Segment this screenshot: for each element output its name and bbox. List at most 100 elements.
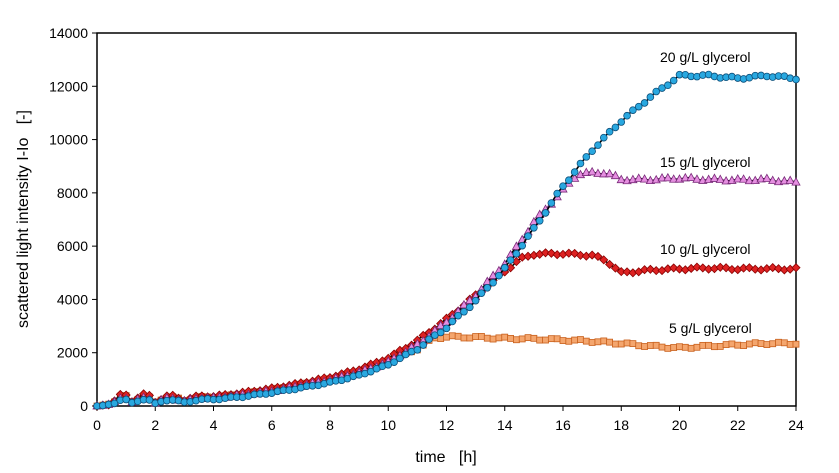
- data-point: [506, 256, 515, 264]
- data-point: [541, 209, 550, 217]
- data-point: [692, 262, 702, 272]
- data-point: [791, 263, 801, 273]
- data-point: [489, 278, 497, 287]
- y-tick-label: 4000: [57, 291, 88, 307]
- data-point: [606, 338, 613, 346]
- data-point: [511, 241, 522, 250]
- data-point: [524, 232, 532, 240]
- series-group: [92, 70, 801, 411]
- data-point: [744, 175, 755, 185]
- data-point: [687, 344, 695, 352]
- data-point: [623, 339, 631, 347]
- x-axis: 0 2 4 6 8 10 12 14 16 18 20 22 24: [93, 406, 804, 433]
- data-point: [530, 223, 538, 232]
- series-label-5: 5 g/L glycerol: [669, 320, 752, 336]
- series-line: [96, 171, 797, 407]
- data-point: [518, 241, 527, 250]
- data-point: [587, 166, 597, 176]
- data-point: [436, 328, 445, 337]
- x-tick-label: 16: [555, 417, 571, 433]
- data-point: [698, 263, 708, 273]
- data-point: [640, 99, 649, 107]
- x-tick-label: 12: [439, 417, 455, 433]
- data-point: [599, 168, 609, 178]
- data-point: [471, 296, 480, 305]
- data-point: [769, 340, 777, 348]
- data-point: [466, 334, 474, 342]
- data-point: [711, 343, 718, 351]
- data-point: [605, 259, 615, 269]
- x-tick-label: 14: [497, 417, 513, 433]
- data-point: [657, 173, 667, 182]
- data-point: [396, 354, 404, 363]
- data-point: [763, 341, 771, 348]
- data-point: [459, 299, 469, 309]
- data-point: [460, 334, 468, 342]
- data-point: [366, 367, 375, 376]
- x-tick-label: 22: [730, 417, 746, 433]
- data-point: [693, 343, 701, 351]
- data-point: [547, 335, 555, 343]
- data-point: [448, 317, 457, 326]
- data-point: [460, 307, 468, 316]
- data-point: [588, 339, 596, 346]
- data-point: [472, 333, 480, 340]
- data-point: [571, 336, 579, 344]
- data-point: [454, 332, 462, 340]
- data-point: [792, 340, 800, 348]
- data-point: [605, 127, 614, 136]
- y-axis-title: scattered light intensity I-Io [-]: [15, 110, 32, 328]
- y-tick-label: 6000: [57, 238, 88, 254]
- data-point: [727, 264, 737, 275]
- data-point: [646, 93, 655, 101]
- data-point: [488, 270, 498, 279]
- data-point: [600, 337, 608, 345]
- data-point: [518, 335, 526, 343]
- data-point: [762, 173, 772, 182]
- data-point: [145, 396, 154, 404]
- data-point: [582, 153, 591, 161]
- data-point: [785, 175, 795, 184]
- data-point: [786, 340, 794, 348]
- x-tick-label: 2: [151, 417, 159, 433]
- data-point: [756, 173, 766, 183]
- y-tick-label: 8000: [57, 185, 88, 201]
- data-point: [622, 267, 632, 277]
- data-point: [629, 340, 637, 348]
- data-point: [478, 333, 485, 340]
- data-point: [610, 170, 621, 180]
- data-point: [512, 249, 521, 258]
- data-point: [547, 199, 556, 207]
- data-point: [599, 133, 608, 142]
- data-point: [454, 311, 462, 320]
- data-point: [623, 111, 631, 120]
- data-point: [634, 102, 643, 111]
- data-point: [734, 341, 742, 349]
- data-point: [705, 341, 713, 349]
- data-point: [652, 87, 660, 96]
- data-point: [635, 342, 643, 350]
- data-point: [582, 337, 590, 345]
- data-point: [768, 263, 778, 273]
- data-point: [629, 106, 637, 114]
- data-point: [728, 340, 736, 348]
- data-point: [588, 147, 596, 156]
- data-point: [709, 173, 720, 182]
- data-point: [593, 168, 603, 177]
- data-point: [617, 340, 625, 348]
- data-point: [664, 81, 672, 90]
- data-point: [775, 338, 782, 346]
- data-point: [507, 335, 514, 342]
- data-point: [664, 344, 672, 352]
- data-point: [570, 248, 580, 258]
- data-point: [553, 335, 561, 343]
- data-point: [721, 175, 731, 185]
- data-point: [616, 174, 626, 184]
- data-point: [536, 336, 544, 344]
- data-point: [746, 340, 753, 348]
- data-point: [663, 172, 673, 182]
- data-point: [390, 358, 398, 366]
- data-point: [639, 174, 650, 183]
- x-tick-label: 8: [326, 417, 334, 433]
